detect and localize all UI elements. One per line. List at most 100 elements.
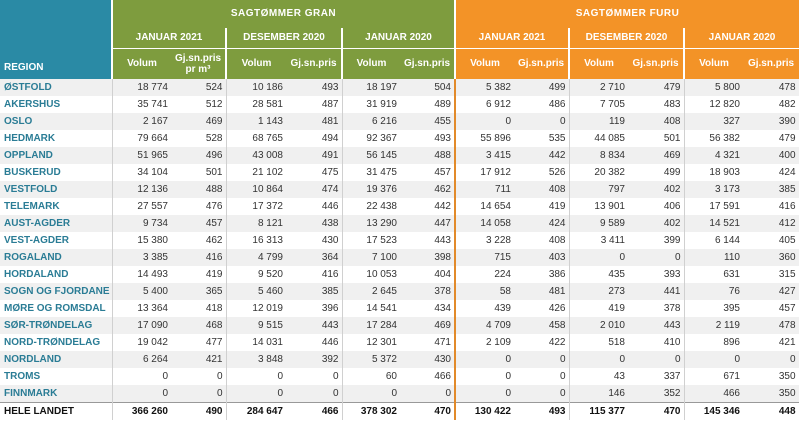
- gran-section-title: SAGTØMMER GRAN: [112, 0, 456, 28]
- furu-volum-cell: 711: [455, 180, 514, 198]
- furu-pris-cell: 479: [628, 78, 685, 96]
- furu-pris-cell: 352: [628, 384, 685, 402]
- furu-volum-cell: 18 903: [684, 163, 743, 181]
- region-name: HEDMARK: [0, 129, 113, 147]
- furu-pris-cell: 481: [514, 282, 570, 300]
- furu-pris-cell: 0: [514, 112, 570, 130]
- furu-pris-cell: 499: [628, 163, 685, 181]
- furu-volum-cell: 631: [684, 265, 743, 283]
- gran-volum-cell: 6 216: [342, 112, 400, 130]
- region-name: MØRE OG ROMSDAL: [0, 299, 113, 317]
- gran-volum-cell: 5 372: [342, 350, 400, 368]
- gran-pris-cell: 470: [400, 401, 456, 420]
- gran-volum-cell: 1 143: [226, 112, 286, 130]
- gran-pris-cell: 468: [171, 316, 227, 334]
- furu-volum-cell: 2 010: [569, 316, 628, 334]
- gran-volum-cell: 9 520: [226, 265, 286, 283]
- gran-pris-cell: 528: [171, 129, 227, 147]
- furu-volum-cell: 435: [569, 265, 628, 283]
- region-name: TELEMARK: [0, 197, 113, 215]
- furu-pris-cell: 443: [628, 316, 685, 334]
- gran-volum-cell: 2 645: [342, 282, 400, 300]
- furu-volum-header: Volum: [569, 48, 628, 79]
- table-row: TELEMARK 27 557 476 17 372 446 22 438 442 14 65…: [0, 197, 799, 215]
- gran-pris-cell: 446: [286, 333, 343, 351]
- gran-pris-cell: 475: [286, 163, 343, 181]
- gran-volum-cell: 31 475: [342, 163, 400, 181]
- gran-pris-cell: 0: [286, 384, 343, 402]
- timber-price-table: REGION SAGTØMMER GRAN SAGTØMMER FURU JAN…: [0, 0, 799, 420]
- pris-label: Gj.sn.pris: [290, 58, 337, 70]
- furu-volum-cell: 14 058: [455, 214, 514, 232]
- furu-pris-header: Gj.sn.pris: [514, 48, 570, 79]
- gran-pris-cell: 524: [171, 78, 227, 96]
- region-name: AUST-AGDER: [0, 214, 113, 232]
- pris-label: Gj.sn.pris: [403, 58, 451, 70]
- gran-pris-cell: 364: [286, 248, 343, 266]
- furu-volum-cell: 7 705: [569, 95, 628, 113]
- gran-pris-cell: 378: [400, 282, 456, 300]
- furu-volum-cell: 224: [455, 265, 514, 283]
- gran-pris-cell: 398: [400, 248, 456, 266]
- gran-pris-cell: 365: [171, 282, 227, 300]
- gran-volum-cell: 10 864: [226, 180, 286, 198]
- gran-pris-cell: 466: [400, 367, 456, 385]
- gran-pris-cell: 487: [286, 95, 343, 113]
- gran-volum-cell: 22 438: [342, 197, 400, 215]
- gran-volum-cell: 60: [342, 367, 400, 385]
- table-row: OSLO 2 167 469 1 143 481 6 216 455 0 0 119 408 327 3…: [0, 112, 799, 130]
- furu-volum-cell: 76: [684, 282, 743, 300]
- furu-pris-cell: 478: [743, 316, 799, 334]
- gran-volum-cell: 0: [112, 367, 171, 385]
- gran-period-jan2021: JANUAR 2021: [112, 28, 227, 49]
- furu-volum-cell: 56 382: [684, 129, 743, 147]
- furu-volum-cell: 20 382: [569, 163, 628, 181]
- gran-pris-cell: 488: [171, 180, 227, 198]
- gran-pris-cell: 488: [400, 146, 456, 164]
- gran-volum-cell: 27 557: [112, 197, 171, 215]
- gran-volum-cell: 12 301: [342, 333, 400, 351]
- gran-pris-cell: 494: [286, 129, 343, 147]
- furu-pris-cell: 0: [514, 384, 570, 402]
- gran-pris-cell: 404: [400, 265, 456, 283]
- gran-pris-cell: 462: [400, 180, 456, 198]
- furu-pris-cell: 399: [628, 231, 685, 249]
- furu-pris-cell: 499: [514, 78, 570, 96]
- furu-pris-cell: 526: [514, 163, 570, 181]
- furu-volum-cell: 518: [569, 333, 628, 351]
- furu-volum-header: Volum: [684, 48, 743, 79]
- gran-volum-header: Volum: [226, 48, 286, 79]
- table-row: AUST-AGDER 9 734 457 8 121 438 13 290 447 14 05…: [0, 214, 799, 232]
- gran-volum-cell: 9 515: [226, 316, 286, 334]
- furu-volum-cell: 17 591: [684, 197, 743, 215]
- gran-volum-cell: 12 019: [226, 299, 286, 317]
- gran-pris-cell: 0: [171, 367, 227, 385]
- furu-volum-cell: 3 415: [455, 146, 514, 164]
- furu-volum-cell: 0: [569, 350, 628, 368]
- furu-volum-cell: 3 228: [455, 231, 514, 249]
- furu-volum-cell: 0: [455, 367, 514, 385]
- furu-volum-cell: 119: [569, 112, 628, 130]
- region-name: HORDALAND: [0, 265, 113, 283]
- gran-volum-cell: 35 741: [112, 95, 171, 113]
- gran-volum-cell: 18 774: [112, 78, 171, 96]
- gran-period-dec2020: DESEMBER 2020: [226, 28, 343, 49]
- gran-volum-header: Volum: [342, 48, 400, 79]
- furu-pris-cell: 402: [628, 214, 685, 232]
- furu-pris-cell: 0: [514, 367, 570, 385]
- furu-volum-cell: 3 411: [569, 231, 628, 249]
- gran-pris-cell: 443: [286, 316, 343, 334]
- table-row: NORDLAND 6 264 421 3 848 392 5 372 430 0 0 0 0 0 0: [0, 350, 799, 368]
- furu-volum-cell: 896: [684, 333, 743, 351]
- furu-volum-cell: 327: [684, 112, 743, 130]
- furu-pris-cell: 405: [743, 231, 799, 249]
- furu-pris-cell: 486: [514, 95, 570, 113]
- gran-pris-cell: 457: [171, 214, 227, 232]
- gran-volum-header: Volum: [112, 48, 171, 79]
- gran-volum-cell: 51 965: [112, 146, 171, 164]
- furu-pris-cell: 403: [514, 248, 570, 266]
- furu-pris-cell: 458: [514, 316, 570, 334]
- table-row: SOGN OG FJORDANE 5 400 365 5 460 385 2 645 378…: [0, 282, 799, 300]
- region-name: ØSTFOLD: [0, 78, 113, 96]
- furu-pris-cell: 441: [628, 282, 685, 300]
